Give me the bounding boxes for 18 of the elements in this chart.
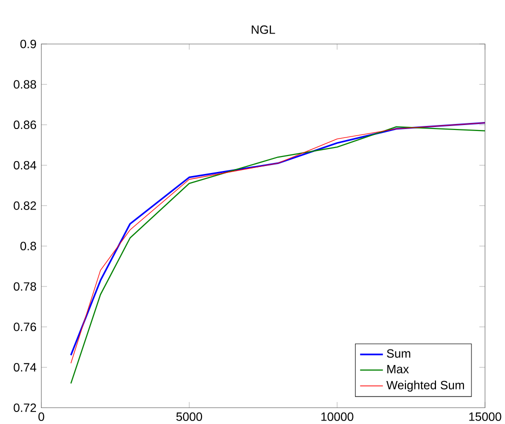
x-tick-label: 5000 <box>176 412 202 422</box>
y-tick-label: 0.82 <box>14 202 36 210</box>
y-tick-label: 0.72 <box>14 404 36 412</box>
x-tick-label: 10000 <box>321 412 354 422</box>
y-tick-label: 0.84 <box>14 161 36 170</box>
chart-title: NGL <box>252 26 276 34</box>
y-tick-label: 0.9 <box>20 40 36 48</box>
legend-label: Max <box>387 365 409 374</box>
x-tick-label: 15000 <box>469 412 502 422</box>
y-tick-label: 0.86 <box>14 120 36 130</box>
y-tick-label: 0.78 <box>14 282 36 291</box>
legend-label: Weighted Sum <box>386 380 464 392</box>
y-tick-label: 0.74 <box>14 363 36 372</box>
y-tick-label: 0.76 <box>14 322 36 332</box>
legend-label: Sum <box>386 349 410 358</box>
x-tick-label: 0 <box>38 412 44 422</box>
y-tick-label: 0.8 <box>20 242 36 250</box>
y-tick-label: 0.88 <box>14 80 36 89</box>
